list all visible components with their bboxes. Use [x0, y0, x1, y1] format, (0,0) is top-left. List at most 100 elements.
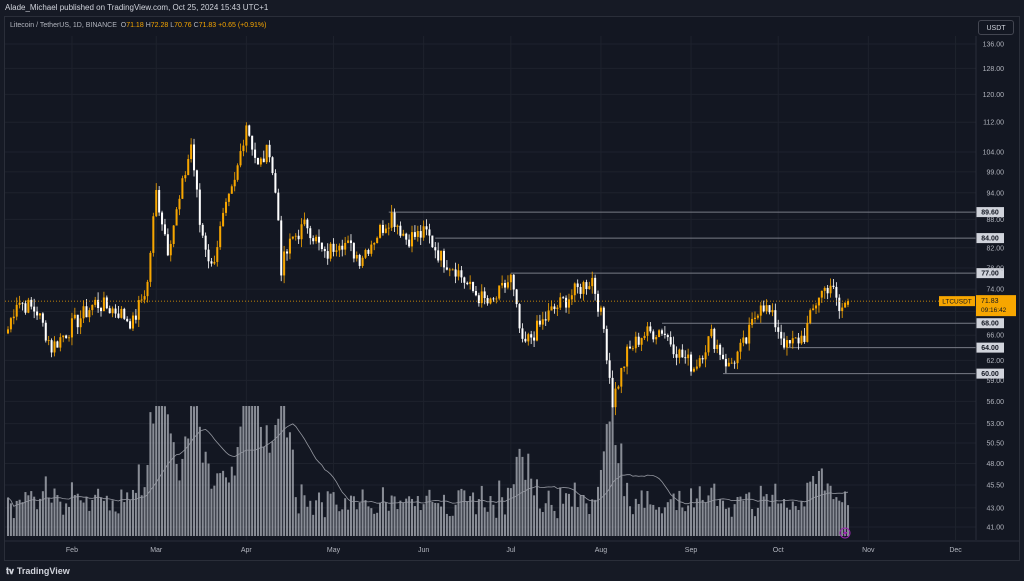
volume-bar — [216, 473, 219, 536]
currency-button[interactable]: USDT — [978, 20, 1014, 35]
candle-body — [463, 277, 466, 283]
candle-body — [256, 157, 259, 165]
candle-body — [59, 337, 62, 348]
candle-body — [611, 377, 614, 408]
volume-bar — [722, 500, 725, 536]
volume-bar — [442, 494, 446, 536]
countdown: 09:16:42 — [981, 307, 1007, 314]
volume-bar — [393, 496, 396, 536]
candle-body — [498, 285, 501, 299]
volume-bar — [841, 502, 844, 536]
candle-body — [352, 243, 355, 259]
candle-body — [704, 352, 707, 360]
candle-body — [137, 300, 140, 320]
candle-body — [300, 224, 303, 240]
volume-bar — [390, 495, 393, 536]
candle-body — [274, 173, 277, 193]
volume-bar — [844, 491, 847, 536]
last-price: LTCUSDT 71.83 09:16:42 — [5, 295, 1016, 317]
volume-bar — [286, 437, 289, 536]
candle-body — [768, 305, 771, 313]
candle-body — [12, 316, 15, 319]
volume-bar — [733, 504, 736, 536]
candle-body — [38, 313, 41, 316]
candle-body — [172, 225, 175, 244]
candle-body — [469, 281, 472, 285]
volume-bar — [751, 508, 754, 536]
volume-bar — [355, 509, 358, 536]
volume-bar — [803, 506, 806, 536]
candle-body — [707, 336, 710, 353]
volume-bar — [579, 495, 582, 536]
volume-bar — [68, 506, 71, 536]
candle-body — [809, 310, 812, 324]
volume-bar — [663, 507, 666, 536]
candle-body — [306, 219, 309, 229]
candle-body — [169, 243, 172, 256]
volume-bar — [437, 503, 440, 536]
volume-bar — [492, 504, 495, 536]
candle-body — [152, 216, 155, 253]
volume-bar — [306, 506, 309, 536]
candle-body — [381, 224, 384, 233]
candle-body — [120, 308, 123, 318]
candle-body — [425, 226, 428, 230]
volume-bar — [425, 495, 428, 536]
volume-bar — [347, 509, 350, 536]
volume-bar — [248, 406, 251, 536]
high-value: 72.28 — [150, 22, 169, 29]
volume-bar — [27, 495, 30, 536]
volume-bar — [190, 406, 193, 536]
volume-bar — [198, 426, 201, 536]
level-label-box — [976, 368, 1004, 379]
volume-bar — [559, 487, 562, 536]
volume-bar — [562, 503, 565, 536]
candle-body — [576, 283, 579, 288]
low-value: 70.76 — [174, 22, 192, 29]
volume-bar — [791, 501, 794, 536]
candle-body — [70, 318, 73, 338]
volume-bar — [370, 508, 373, 536]
chart-frame[interactable] — [4, 16, 1020, 561]
volume-bar — [38, 498, 41, 536]
candle-body — [91, 304, 94, 311]
volume-bar — [413, 506, 416, 536]
volume-bars — [6, 406, 850, 536]
candle-body — [370, 244, 373, 254]
volume-bar — [553, 510, 556, 536]
candle-body — [800, 335, 803, 344]
volume-bar — [376, 512, 379, 536]
volume-bar — [687, 505, 690, 536]
candle-body — [841, 307, 844, 312]
candle-body — [594, 277, 597, 294]
volume-bar — [541, 511, 544, 536]
candle-body — [41, 313, 44, 323]
candle-body — [271, 157, 274, 174]
low-label: L — [170, 22, 175, 29]
volume-bar — [838, 500, 841, 536]
volume-bar — [224, 477, 228, 536]
volume-bar — [242, 406, 245, 536]
symbol-tag: LTCUSDT — [942, 299, 972, 306]
candle-body — [504, 282, 507, 288]
time-tick: Feb — [66, 547, 78, 554]
candle-body — [117, 313, 120, 318]
time-tick: Nov — [862, 547, 875, 554]
volume-bar — [373, 513, 376, 536]
candle-body — [515, 289, 518, 305]
volume-bar — [681, 507, 684, 536]
candle-body — [251, 135, 254, 150]
candle-body — [486, 298, 489, 304]
candle-body — [332, 243, 335, 252]
candle-body — [283, 251, 286, 276]
time-axis: Feb Mar Apr May Jun Jul Aug Sep Oct Nov Dec — [5, 540, 1019, 554]
volume-bar — [785, 507, 788, 536]
candle-body — [76, 314, 79, 328]
volume-bar — [152, 423, 155, 536]
candle-body — [599, 307, 602, 312]
level-label-box — [976, 342, 1004, 353]
candle-body — [361, 257, 364, 266]
tradingview-logo[interactable]: 𝐭𝐯 TradingView — [6, 566, 70, 577]
candle-body — [277, 192, 280, 221]
